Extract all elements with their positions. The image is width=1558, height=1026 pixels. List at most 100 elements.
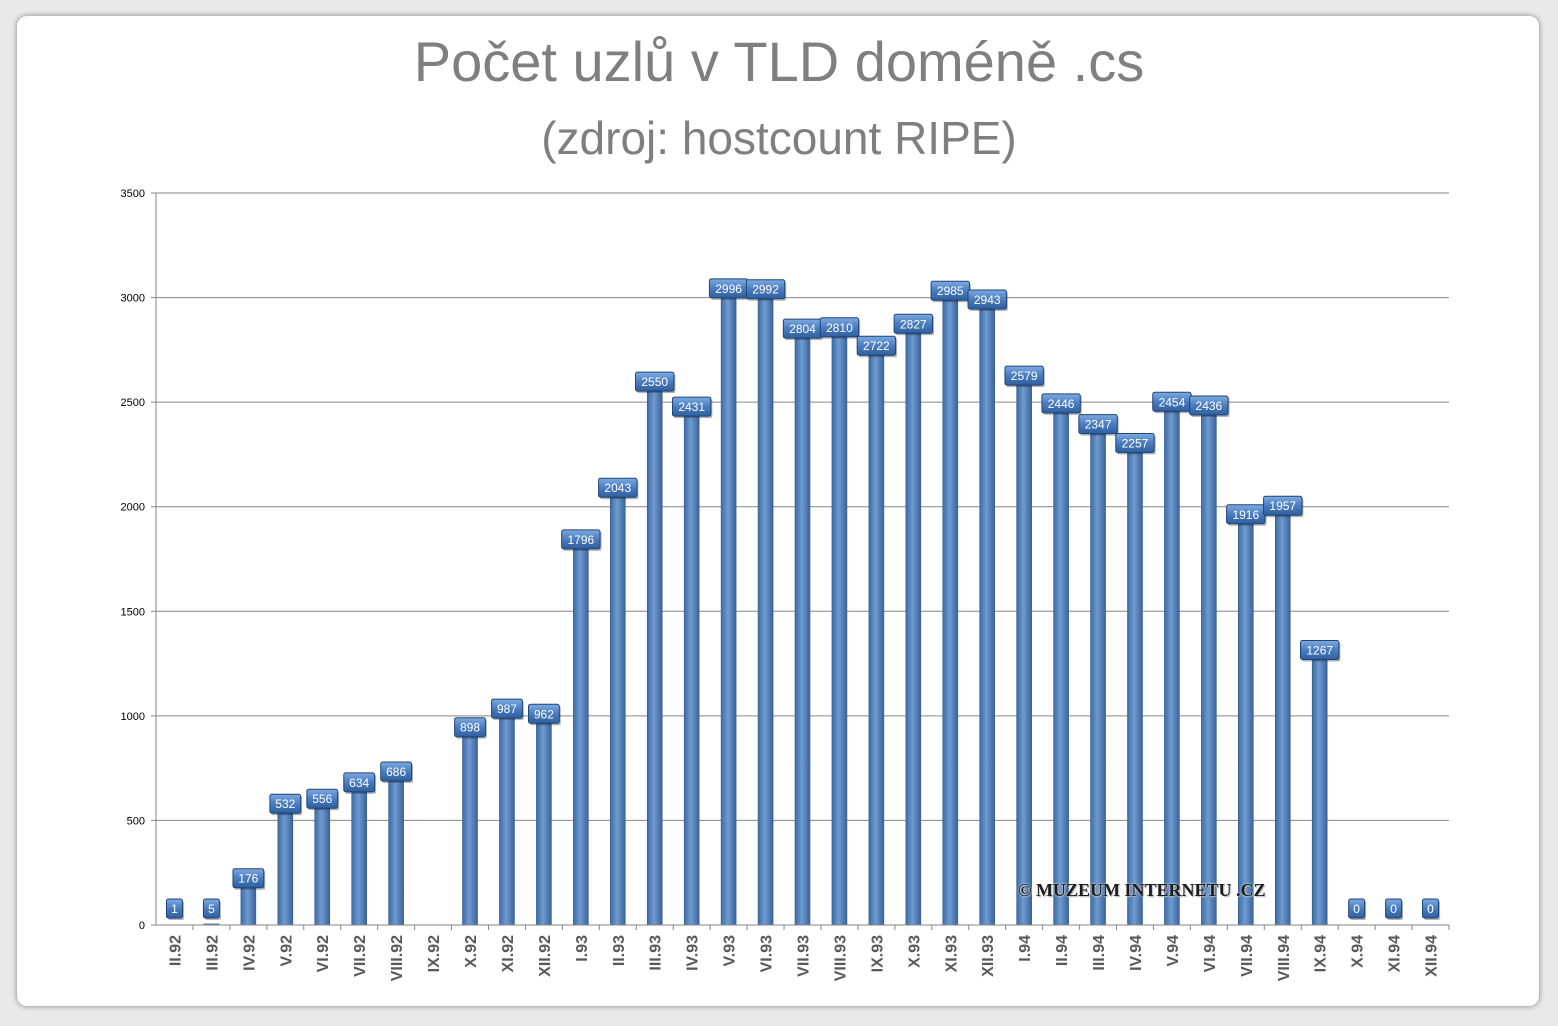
data-label: 0 bbox=[1390, 902, 1397, 916]
x-tick-label: II.94 bbox=[1054, 935, 1071, 966]
data-label: 532 bbox=[275, 797, 295, 811]
data-label-box bbox=[1041, 393, 1081, 414]
bar bbox=[536, 723, 552, 926]
data-label: 1 bbox=[171, 902, 178, 916]
data-label: 2043 bbox=[604, 481, 631, 495]
data-label-box bbox=[491, 698, 523, 719]
x-tick-label: VIII.92 bbox=[389, 935, 406, 981]
x-tick-label: XI.92 bbox=[500, 935, 517, 972]
bar bbox=[1311, 659, 1328, 926]
data-label: 634 bbox=[349, 776, 369, 790]
data-label-box bbox=[528, 703, 560, 724]
data-label: 1796 bbox=[567, 533, 594, 547]
data-label-box bbox=[1189, 395, 1229, 416]
data-label-box bbox=[1004, 365, 1044, 386]
data-label: 1267 bbox=[1306, 644, 1333, 658]
x-tick-label: VIII.94 bbox=[1276, 935, 1293, 981]
data-label-box bbox=[1348, 898, 1366, 919]
x-tick-label: IV.94 bbox=[1128, 935, 1145, 971]
data-label-box bbox=[671, 396, 712, 417]
data-label: 2992 bbox=[752, 283, 779, 297]
bar bbox=[646, 391, 663, 926]
x-tick-label: III.92 bbox=[204, 935, 221, 971]
data-label: 686 bbox=[386, 765, 406, 779]
x-tick-label: VI.92 bbox=[315, 935, 332, 972]
data-label: 1916 bbox=[1232, 508, 1259, 522]
bar bbox=[240, 887, 257, 926]
x-tick-label: VI.94 bbox=[1202, 935, 1219, 972]
data-label: 2804 bbox=[789, 322, 816, 336]
x-tick-label: VII.94 bbox=[1239, 935, 1256, 977]
bar bbox=[868, 355, 885, 926]
x-tick-label: III.94 bbox=[1091, 935, 1108, 971]
bar bbox=[1238, 523, 1254, 926]
data-label: 556 bbox=[312, 792, 332, 806]
x-tick-label: XII.92 bbox=[537, 935, 554, 977]
bar bbox=[314, 808, 331, 926]
bar bbox=[757, 298, 774, 926]
bar bbox=[573, 549, 589, 926]
x-tick-label: V.94 bbox=[1165, 935, 1182, 967]
x-tick-label: IV.92 bbox=[241, 935, 258, 971]
data-label: 962 bbox=[534, 707, 554, 721]
data-label-box bbox=[856, 335, 897, 356]
x-tick-label: VII.92 bbox=[352, 935, 369, 977]
data-label: 2985 bbox=[937, 284, 964, 298]
data-label: 2347 bbox=[1085, 418, 1112, 432]
data-label: 2436 bbox=[1196, 399, 1223, 413]
bar bbox=[388, 781, 404, 926]
data-label: 2446 bbox=[1048, 397, 1075, 411]
x-tick-label: XII.94 bbox=[1424, 935, 1441, 977]
data-label: 987 bbox=[497, 702, 517, 716]
y-tick-label: 3000 bbox=[121, 293, 145, 305]
data-label-box bbox=[561, 529, 601, 550]
data-label: 2579 bbox=[1011, 369, 1038, 383]
data-label-box bbox=[343, 772, 376, 793]
bar bbox=[499, 718, 515, 926]
data-label-box bbox=[202, 898, 220, 919]
x-tick-label: IX.94 bbox=[1313, 935, 1330, 972]
data-label: 176 bbox=[238, 872, 258, 886]
y-tick-label: 500 bbox=[127, 815, 145, 827]
data-label-box bbox=[893, 313, 934, 334]
data-label: 5 bbox=[208, 902, 215, 916]
data-label: 898 bbox=[460, 721, 480, 735]
x-tick-label: I.94 bbox=[1017, 935, 1034, 962]
data-label-box bbox=[1115, 432, 1155, 453]
x-tick-label: VIII.93 bbox=[832, 935, 849, 981]
y-tick-label: 1000 bbox=[121, 711, 145, 723]
bar bbox=[1201, 415, 1217, 926]
data-label-box bbox=[1385, 898, 1403, 919]
bar bbox=[683, 416, 700, 926]
data-label: 2454 bbox=[1159, 395, 1186, 409]
x-tick-label: V.93 bbox=[722, 935, 739, 967]
y-tick-label: 3500 bbox=[121, 188, 145, 200]
chart-title: Počet uzlů v TLD doméně .cs bbox=[413, 30, 1145, 93]
data-label-box bbox=[306, 788, 339, 809]
data-label-box bbox=[269, 793, 302, 814]
bar bbox=[794, 338, 811, 926]
x-tick-label: X.93 bbox=[906, 935, 923, 968]
data-label: 2810 bbox=[826, 321, 853, 335]
y-tick-label: 2000 bbox=[121, 502, 145, 514]
x-tick-label: III.93 bbox=[648, 935, 665, 971]
bar bbox=[720, 298, 737, 926]
data-label: 2550 bbox=[641, 375, 668, 389]
data-label: 0 bbox=[1427, 902, 1434, 916]
data-label-box bbox=[454, 717, 486, 738]
x-tick-label: XI.93 bbox=[943, 935, 960, 972]
bar bbox=[609, 497, 626, 926]
data-label-box bbox=[635, 371, 675, 392]
data-label: 1957 bbox=[1269, 499, 1296, 513]
data-label-box bbox=[1300, 640, 1340, 661]
data-label: 0 bbox=[1353, 902, 1360, 916]
bar bbox=[1016, 385, 1032, 926]
y-tick-label: 2500 bbox=[121, 397, 145, 409]
x-tick-label: II.93 bbox=[611, 935, 628, 966]
data-label-box bbox=[598, 477, 638, 498]
watermark-text: © MUZEUM INTERNETU .CZ bbox=[1018, 880, 1266, 900]
chart-subtitle: (zdroj: hostcount RIPE) bbox=[541, 112, 1017, 164]
bar bbox=[351, 792, 367, 926]
x-tick-label: X.92 bbox=[463, 935, 480, 968]
